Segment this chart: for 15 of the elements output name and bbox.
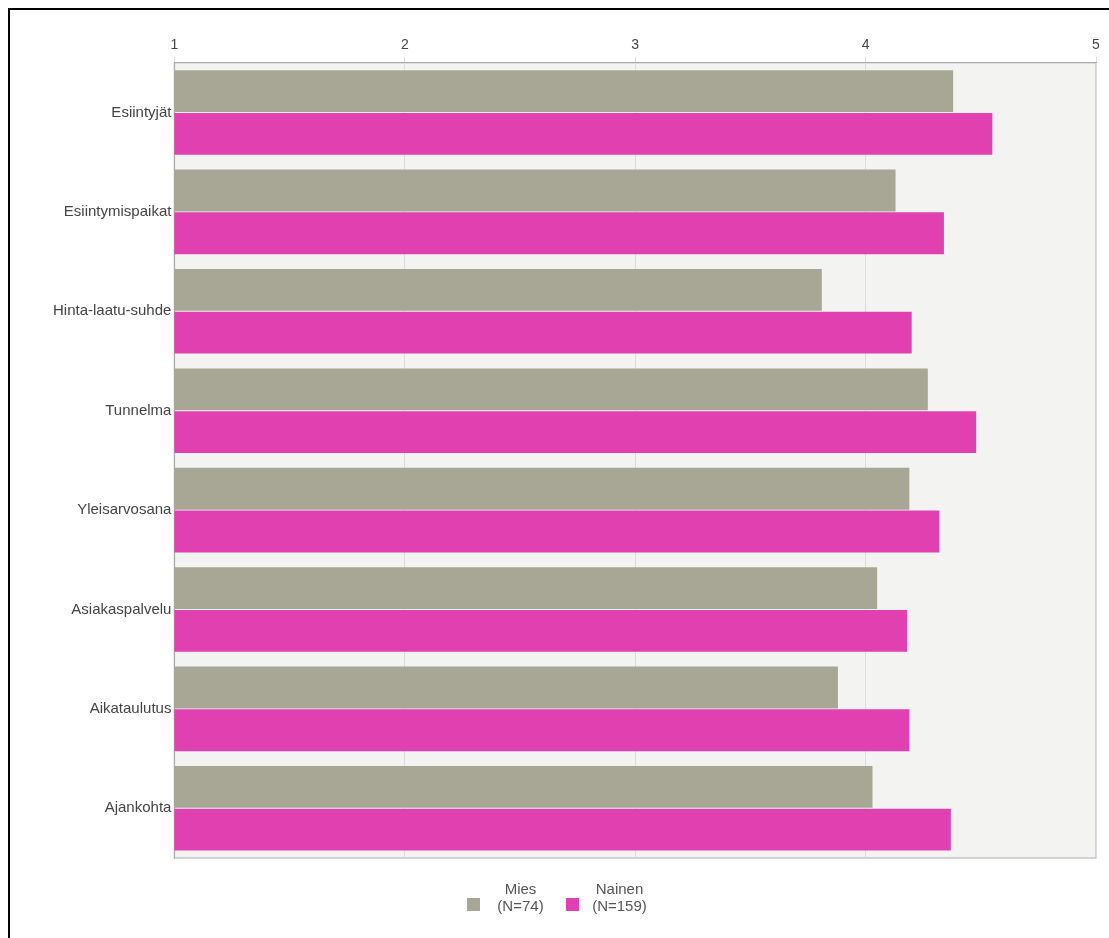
x-tick-label: 3	[631, 36, 640, 53]
x-tick-label: 1	[170, 36, 179, 53]
y-tick-label: Hinta-laatu-suhde	[53, 301, 172, 319]
y-tick-label: Esiintyjät	[111, 102, 173, 120]
x-tick-label: 5	[1092, 36, 1101, 53]
x-tick-label: 4	[861, 36, 870, 53]
y-tick-label: Asiakaspalvelu	[71, 599, 172, 617]
legend-label: Nainen (N=159)	[591, 880, 648, 914]
x-tick-label: 2	[400, 36, 409, 53]
legend-label: Mies (N=74)	[496, 880, 545, 914]
y-tick-label: Yleisarvosana	[77, 500, 173, 518]
y-tick-label: Aikataulutus	[89, 699, 172, 717]
y-tick-label: Tunnelma	[105, 400, 173, 418]
y-tick-label: Ajankohta	[104, 798, 173, 816]
y-tick-label: Esiintymispaikat	[63, 202, 173, 220]
